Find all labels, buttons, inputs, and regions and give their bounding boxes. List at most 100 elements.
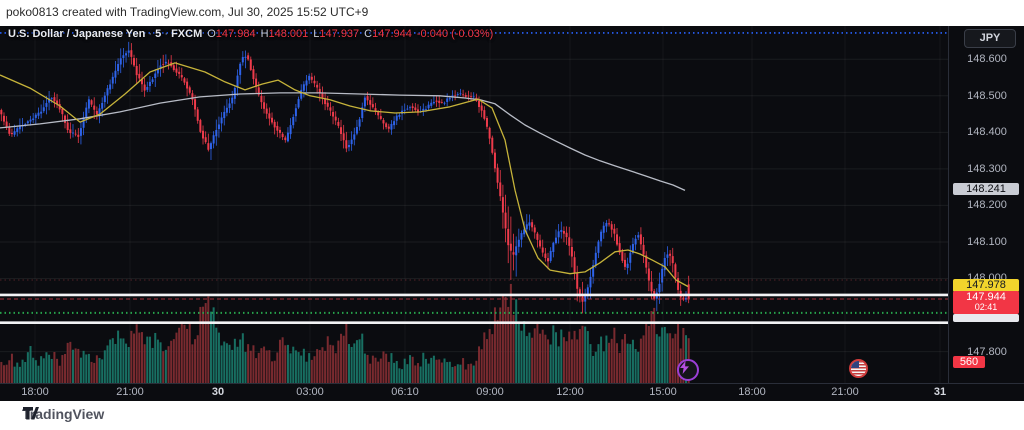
candle-body xyxy=(164,61,167,64)
volume-bar xyxy=(414,365,417,383)
candle-body xyxy=(305,80,308,86)
volume-bar xyxy=(467,364,470,383)
volume-bar xyxy=(361,333,364,383)
candle-body xyxy=(597,241,600,253)
candle-body xyxy=(480,105,483,111)
candle-body xyxy=(642,244,645,255)
candle-body xyxy=(87,99,90,109)
volume-bar xyxy=(53,351,56,383)
candle-body xyxy=(539,240,542,247)
price-axis[interactable]: 148.600 148.500 148.400 148.300 148.200 148.1… xyxy=(948,26,1024,383)
volume-bar xyxy=(61,355,64,383)
candle-body xyxy=(621,251,624,261)
interval-label[interactable]: 5 xyxy=(155,28,162,40)
volume-bar xyxy=(395,360,398,383)
volume-bar xyxy=(164,349,167,383)
candle-body xyxy=(639,234,642,245)
volume-bar xyxy=(573,330,576,383)
volume-bar xyxy=(401,369,404,383)
time-axis[interactable]: 18:00 21:00 30 03:00 06:10 09:00 12:00 15:00 18:… xyxy=(0,383,1024,401)
candle-body xyxy=(64,115,67,123)
candle-body xyxy=(74,133,77,135)
candle-body xyxy=(342,133,345,141)
last-price-value: 147.944 xyxy=(966,290,1006,303)
time-tick-12:00: 12:00 xyxy=(556,386,584,398)
volume-bar xyxy=(40,356,43,383)
candle-body xyxy=(602,225,605,233)
tradingview-logo-text: TradingView xyxy=(22,406,105,422)
volume-bar xyxy=(26,352,29,383)
volume-bar xyxy=(300,355,303,383)
volume-bar xyxy=(424,358,427,383)
candle-body xyxy=(515,246,518,256)
volume-bar xyxy=(318,350,321,383)
candle-body xyxy=(661,268,664,283)
chart-pane[interactable]: U.S. Dollar / Japanese Yen · 5 · FXCM O14… xyxy=(0,26,1024,401)
candle-body xyxy=(472,96,475,98)
candle-body xyxy=(650,281,653,292)
currency-toggle-button[interactable]: JPY xyxy=(964,29,1016,48)
price-tick-148.600: 148.600 xyxy=(967,53,1007,66)
candle-body xyxy=(324,98,327,105)
exchange-label[interactable]: FXCM xyxy=(171,28,203,40)
volume-bar xyxy=(74,348,77,383)
volume-bar xyxy=(533,328,536,383)
candle-body xyxy=(151,79,154,83)
volume-bar xyxy=(34,360,37,383)
volume-bar xyxy=(45,352,48,383)
candle-body xyxy=(592,265,595,277)
candle-body xyxy=(358,119,361,127)
volume-bar xyxy=(313,356,316,383)
candle-body xyxy=(77,134,80,137)
candle-body xyxy=(286,132,289,142)
volume-bar xyxy=(217,332,220,383)
volume-bar xyxy=(260,348,263,383)
candle-body xyxy=(533,227,536,233)
volume-bar xyxy=(637,351,640,383)
volume-bar xyxy=(321,347,324,383)
volume-bar xyxy=(525,336,528,383)
volume-bar xyxy=(448,361,451,383)
volume-bar xyxy=(125,343,128,383)
candle-body xyxy=(398,114,401,117)
volume-bar xyxy=(109,339,112,383)
candle-body xyxy=(562,230,565,234)
candle-body xyxy=(241,57,244,63)
candle-body xyxy=(180,75,183,78)
volume-bar xyxy=(507,306,510,383)
candle-body xyxy=(552,242,555,253)
candle-body xyxy=(491,137,494,153)
candle-body xyxy=(292,116,295,126)
chart-canvas[interactable] xyxy=(0,26,1024,400)
volume-bar xyxy=(79,357,82,383)
ohlc-values: O147.984 H148.001 L147.937 C147.944 xyxy=(202,28,412,40)
candle-body xyxy=(467,95,470,97)
volume-bar xyxy=(478,346,481,383)
us-economic-event-flag-icon[interactable] xyxy=(848,358,868,378)
candle-body xyxy=(111,76,114,84)
candle-body xyxy=(95,110,98,115)
volume-bar xyxy=(127,347,130,383)
candle-body xyxy=(478,100,481,107)
volume-bar xyxy=(650,311,653,383)
candle-body xyxy=(329,107,332,111)
volume-bar xyxy=(480,349,483,383)
tradingview-logo[interactable]: TradingView xyxy=(22,406,104,422)
economic-event-lightning-icon[interactable] xyxy=(677,359,699,381)
time-tick-21:00: 21:00 xyxy=(116,386,144,398)
candle-body xyxy=(332,111,335,117)
volume-bar xyxy=(297,352,300,383)
volume-bar xyxy=(560,329,563,383)
candle-body xyxy=(207,143,210,150)
candle-body xyxy=(446,98,449,102)
volume-bar xyxy=(517,321,520,383)
candle-body xyxy=(56,100,59,105)
candle-body xyxy=(58,103,61,110)
candle-body xyxy=(605,222,608,227)
symbol-title[interactable]: U.S. Dollar / Japanese Yen xyxy=(8,28,146,40)
price-tick-148.400: 148.400 xyxy=(967,126,1007,139)
volume-bar xyxy=(278,339,281,383)
candle-body xyxy=(517,239,520,247)
candle-body xyxy=(318,88,321,94)
volume-bar xyxy=(594,351,597,383)
